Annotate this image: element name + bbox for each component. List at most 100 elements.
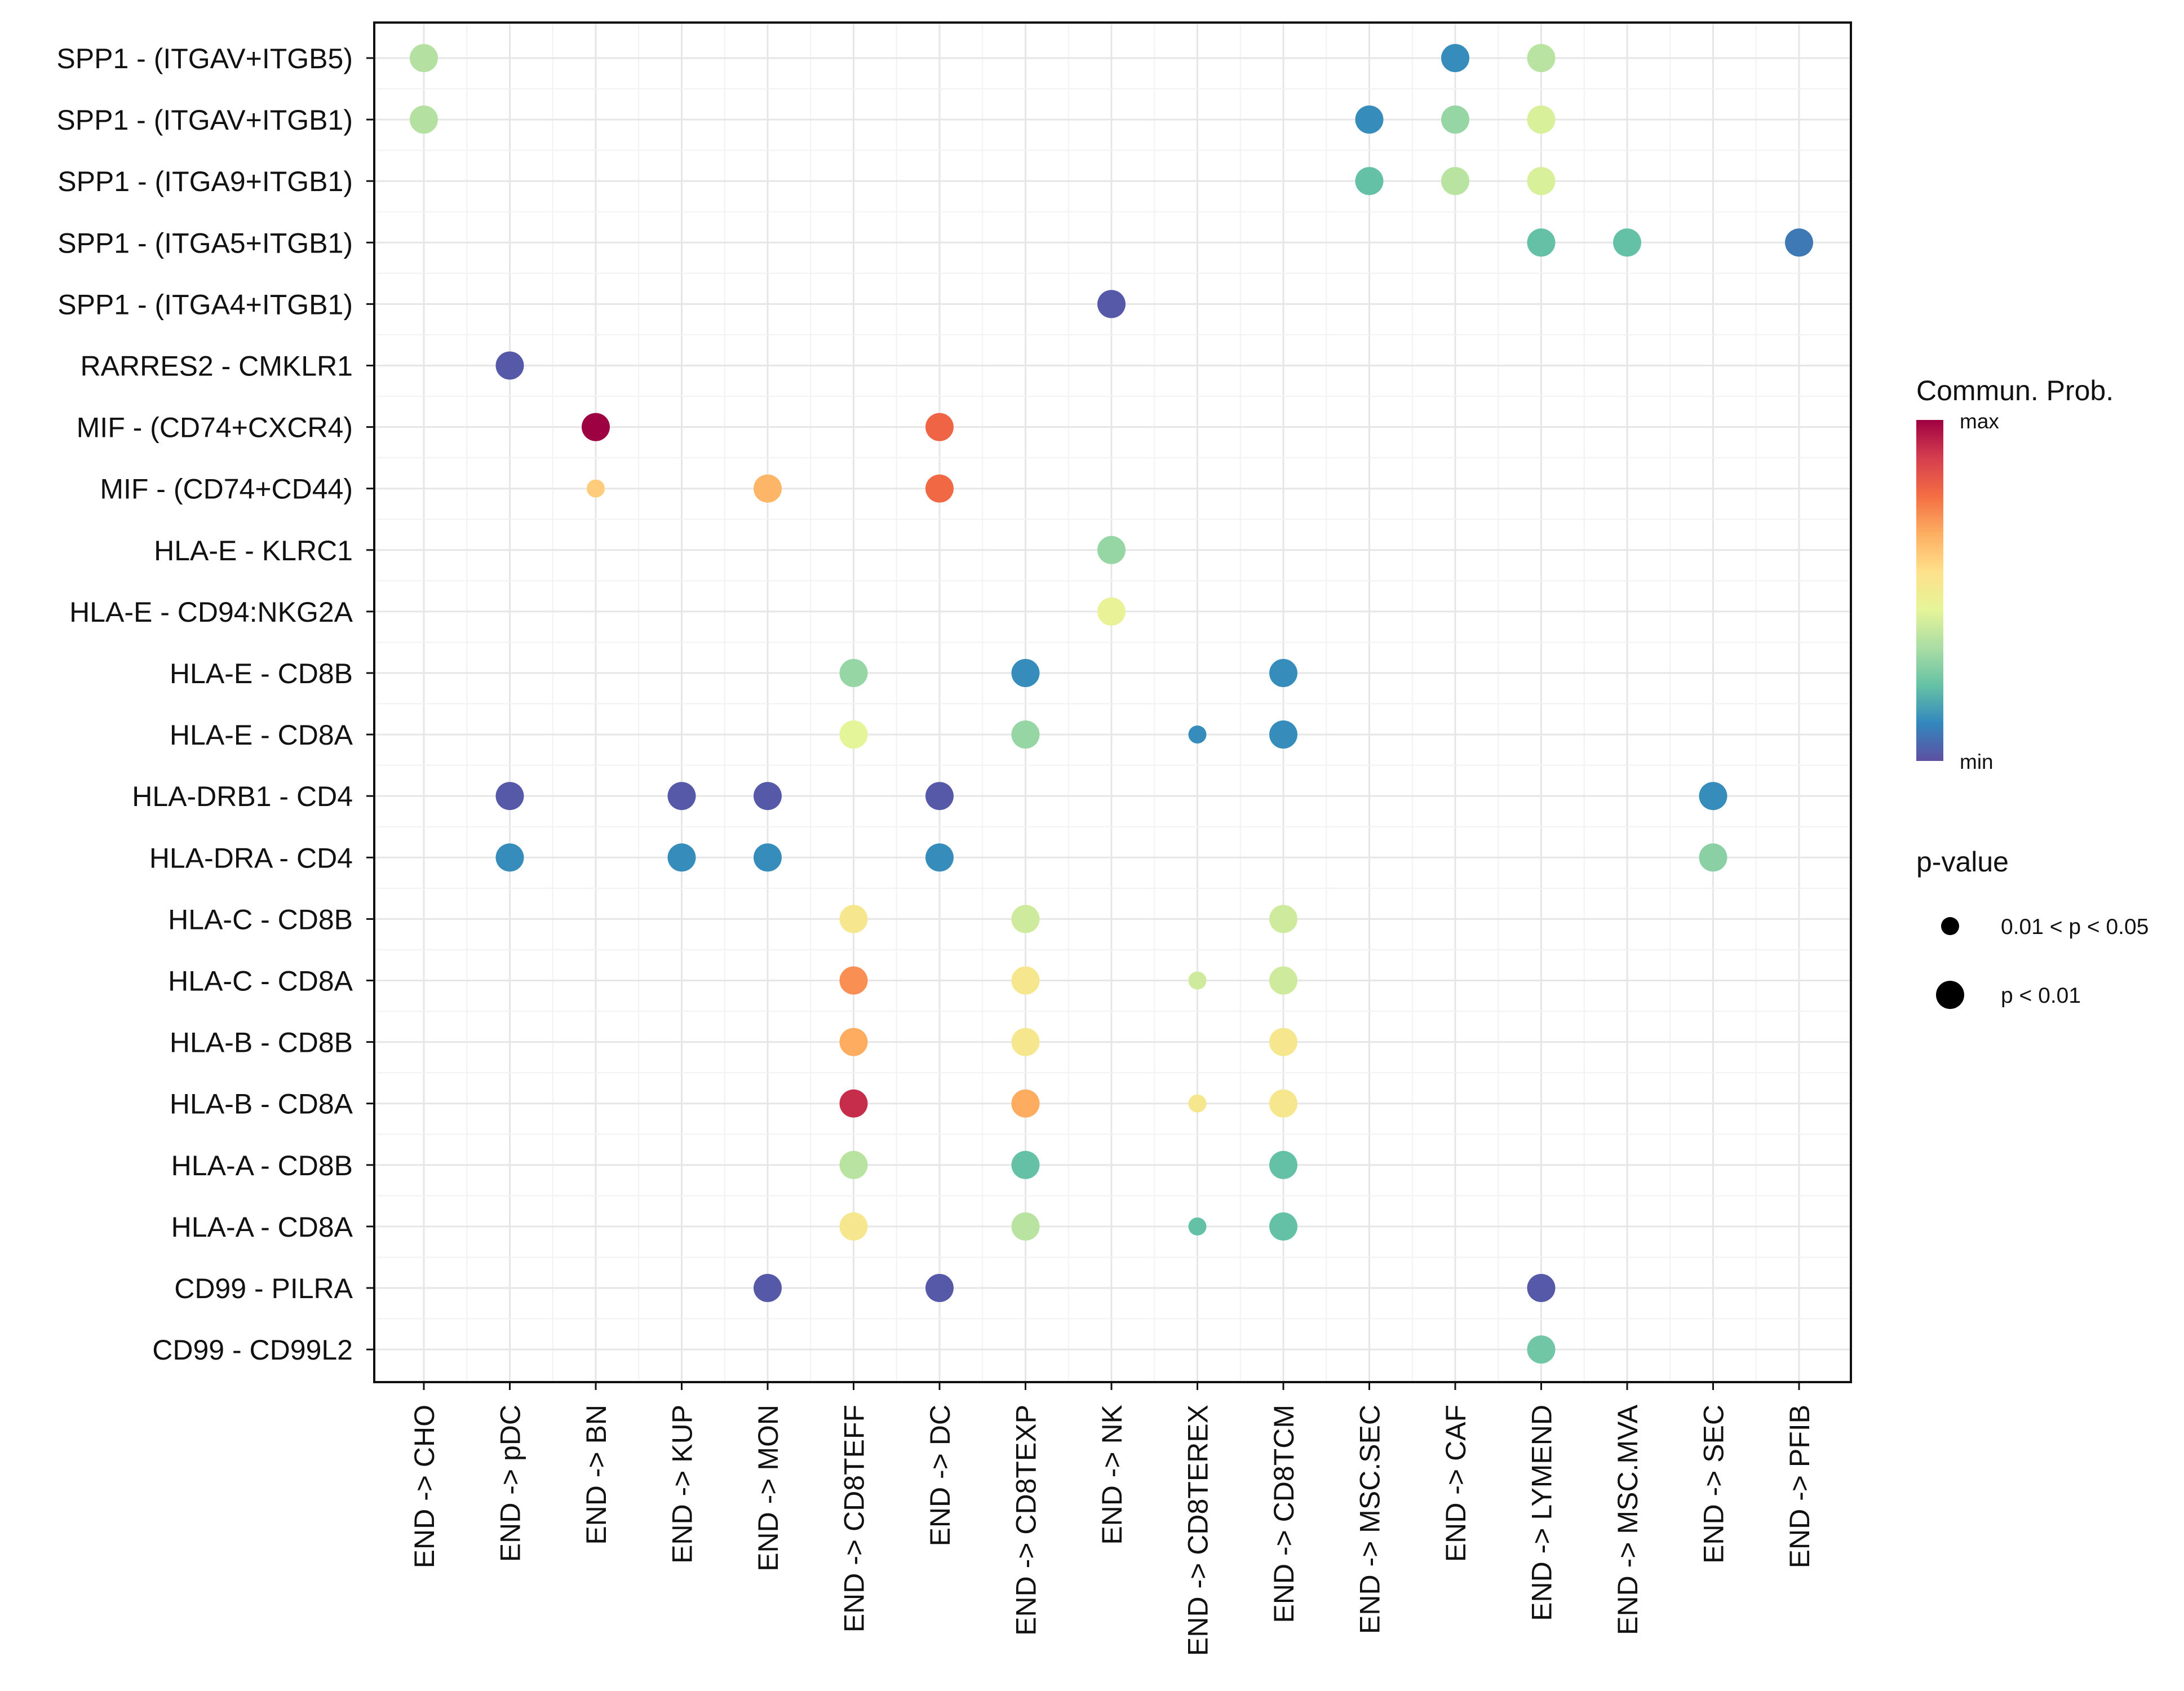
data-point xyxy=(1269,1150,1297,1179)
x-tick-label: END -> pDC xyxy=(495,1405,526,1562)
data-point xyxy=(1355,167,1384,196)
data-point xyxy=(1011,1028,1040,1056)
x-tick-label: END -> MSC.SEC xyxy=(1354,1405,1386,1634)
data-point xyxy=(1188,971,1207,990)
data-point xyxy=(1011,659,1040,687)
data-point xyxy=(925,474,954,503)
point-layer xyxy=(410,44,1813,1364)
x-tick-label: END -> CD8TEREX xyxy=(1182,1405,1214,1656)
x-tick-label: END -> NK xyxy=(1096,1405,1128,1545)
data-point xyxy=(1269,1089,1297,1118)
size-legend-label-small: 0.01 < p < 0.05 xyxy=(2001,915,2148,939)
y-axis: SPP1 - (ITGAV+ITGB5) SPP1 - (ITGAV+ITGB1)… xyxy=(56,43,374,1366)
data-point xyxy=(1527,228,1556,257)
x-tick-label: END -> CD8TEFF xyxy=(839,1405,870,1632)
size-legend: p-value 0.01 < p < 0.05 p < 0.01 xyxy=(1916,846,2148,1009)
data-point xyxy=(582,413,610,441)
x-tick-label: END -> MON xyxy=(752,1405,784,1572)
x-tick-label: END -> LYMEND xyxy=(1526,1405,1558,1621)
y-tick-label: HLA-E - KLRC1 xyxy=(154,535,353,566)
data-point xyxy=(1188,725,1207,744)
data-point xyxy=(1613,228,1641,257)
colorbar-max-label: max xyxy=(1960,410,1999,433)
data-point xyxy=(410,105,438,134)
data-point xyxy=(839,659,868,687)
data-point xyxy=(1011,905,1040,933)
data-point xyxy=(839,1028,868,1056)
y-tick-label: SPP1 - (ITGAV+ITGB5) xyxy=(56,43,353,74)
data-point xyxy=(925,1274,954,1302)
size-legend-dot-large xyxy=(1936,981,1964,1009)
data-point xyxy=(754,843,782,872)
data-point xyxy=(1527,1274,1556,1302)
data-point xyxy=(1011,1089,1040,1118)
data-point xyxy=(667,782,696,811)
data-point xyxy=(1188,1094,1207,1113)
x-tick-label: END -> BN xyxy=(581,1405,612,1545)
x-tick-label: END -> KUP xyxy=(667,1405,698,1564)
y-tick-label: HLA-B - CD8A xyxy=(170,1088,353,1120)
data-point xyxy=(1097,597,1126,626)
size-legend-title: p-value xyxy=(1916,846,2009,878)
data-point xyxy=(1269,720,1297,749)
colorbar-min-label: min xyxy=(1960,750,1993,773)
data-point xyxy=(1441,105,1469,134)
size-legend-dot-small xyxy=(1941,917,1959,935)
color-legend-title: Commun. Prob. xyxy=(1916,375,2114,406)
data-point xyxy=(1355,105,1384,134)
data-point xyxy=(667,843,696,872)
data-point xyxy=(1011,1212,1040,1241)
data-point xyxy=(1188,1217,1207,1236)
data-point xyxy=(1785,228,1813,257)
data-point xyxy=(1269,1212,1297,1241)
data-point xyxy=(1011,966,1040,995)
y-tick-label: MIF - (CD74+CD44) xyxy=(100,473,353,505)
data-point xyxy=(1441,167,1469,196)
x-tick-label: END -> DC xyxy=(924,1405,956,1546)
data-point xyxy=(410,44,438,72)
data-point xyxy=(1527,105,1556,134)
y-tick-label: CD99 - CD99L2 xyxy=(152,1334,353,1366)
data-point xyxy=(1269,905,1297,933)
y-tick-label: HLA-C - CD8B xyxy=(168,904,353,935)
color-legend: Commun. Prob. max min xyxy=(1916,375,2114,773)
y-tick-label: HLA-B - CD8B xyxy=(170,1027,353,1059)
data-point xyxy=(754,1274,782,1302)
y-tick-label: HLA-A - CD8A xyxy=(171,1211,353,1243)
y-tick-label: HLA-C - CD8A xyxy=(168,966,353,997)
data-point xyxy=(1527,167,1556,196)
plot-panel-border xyxy=(373,21,1852,1383)
y-tick-label: SPP1 - (ITGA5+ITGB1) xyxy=(57,227,353,259)
y-tick-label: HLA-DRA - CD4 xyxy=(149,842,353,874)
data-point xyxy=(839,1150,868,1179)
data-point xyxy=(839,720,868,749)
data-point xyxy=(754,782,782,811)
colorbar xyxy=(1916,420,1943,761)
size-legend-label-large: p < 0.01 xyxy=(2001,984,2081,1008)
y-tick-label: HLA-E - CD94:NKG2A xyxy=(69,596,353,628)
data-point xyxy=(1269,966,1297,995)
data-point xyxy=(1097,535,1126,564)
data-point xyxy=(1527,1335,1556,1364)
x-tick-label: END -> CHO xyxy=(409,1405,440,1568)
data-point xyxy=(1011,1150,1040,1179)
x-tick-label: END -> SEC xyxy=(1698,1405,1730,1564)
y-tick-label: CD99 - PILRA xyxy=(174,1273,353,1304)
data-point xyxy=(1441,44,1469,72)
data-point xyxy=(1699,782,1727,811)
x-tick-label: END -> MSC.MVA xyxy=(1612,1404,1643,1635)
y-tick-label: HLA-E - CD8B xyxy=(170,658,353,689)
data-point xyxy=(1097,290,1126,318)
data-point xyxy=(839,1089,868,1118)
data-point xyxy=(754,474,782,503)
y-tick-label: MIF - (CD74+CXCR4) xyxy=(77,412,353,444)
data-point xyxy=(1527,44,1556,72)
data-point xyxy=(925,782,954,811)
y-tick-label: SPP1 - (ITGA9+ITGB1) xyxy=(57,166,353,197)
data-point xyxy=(1699,843,1727,872)
data-point xyxy=(1269,659,1297,687)
y-tick-label: HLA-E - CD8A xyxy=(170,719,353,751)
data-point xyxy=(495,351,524,380)
